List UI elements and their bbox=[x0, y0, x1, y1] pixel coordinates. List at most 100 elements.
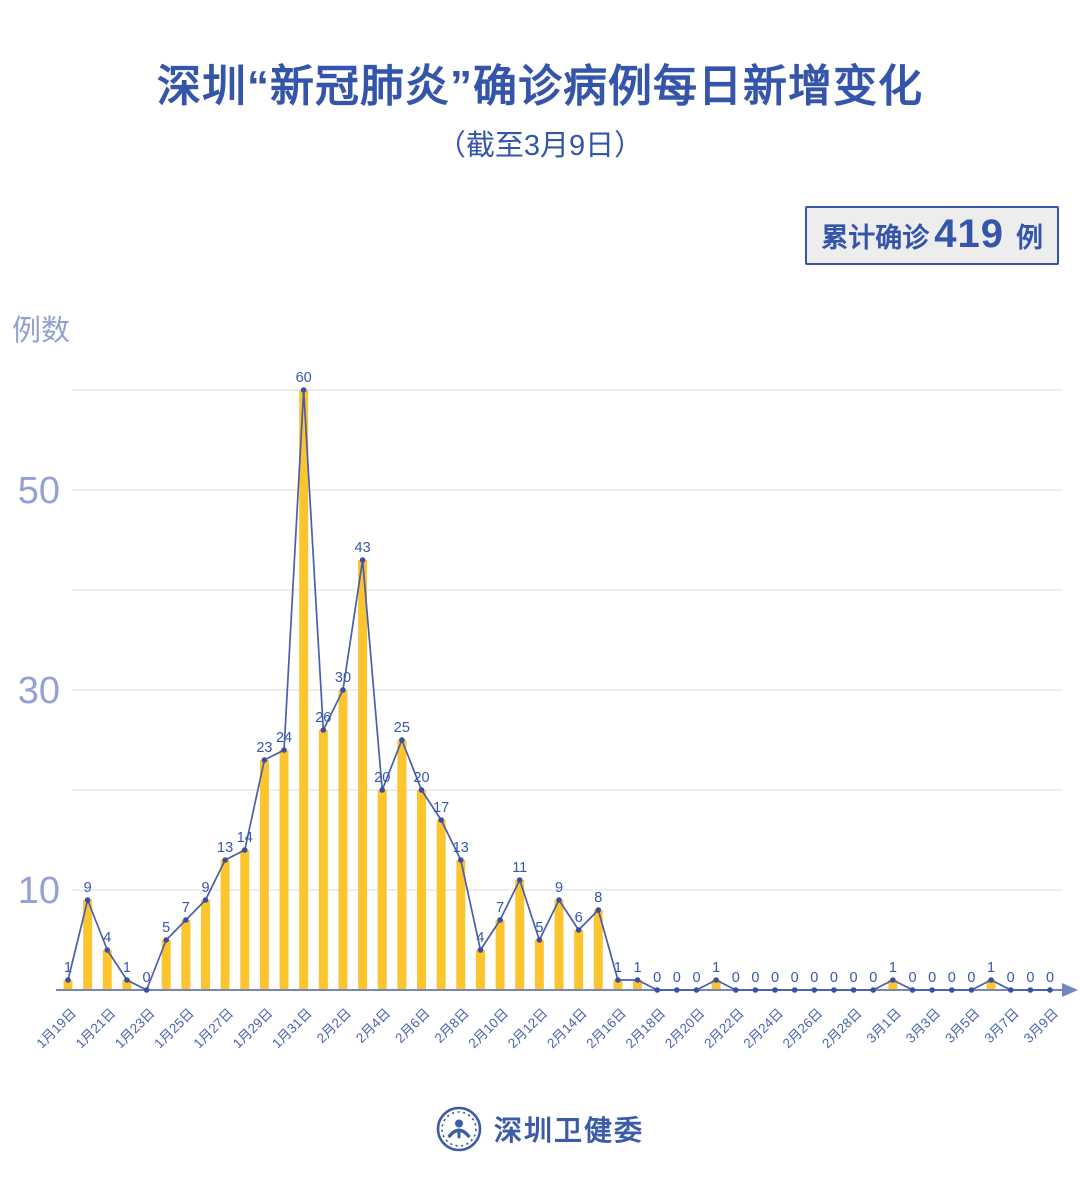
value-label: 0 bbox=[673, 970, 681, 986]
value-label: 9 bbox=[201, 880, 209, 896]
value-label: 0 bbox=[692, 970, 700, 986]
value-label: 0 bbox=[830, 970, 838, 986]
x-tick-label: 2月4日 bbox=[353, 1006, 393, 1046]
x-tick-label: 2月22日 bbox=[701, 1006, 747, 1052]
bar bbox=[318, 730, 328, 990]
bar bbox=[122, 980, 132, 990]
value-label: 0 bbox=[1007, 970, 1015, 986]
bar bbox=[240, 850, 250, 990]
value-label: 0 bbox=[751, 970, 759, 986]
bar bbox=[161, 940, 171, 990]
x-tick-label: 3月1日 bbox=[864, 1006, 904, 1046]
bar bbox=[358, 560, 368, 990]
data-point bbox=[595, 907, 602, 913]
data-point bbox=[399, 737, 405, 743]
data-point bbox=[418, 787, 425, 793]
value-label: 4 bbox=[103, 930, 111, 946]
data-point bbox=[1047, 987, 1053, 993]
data-point bbox=[556, 897, 562, 903]
value-label: 11 bbox=[512, 860, 527, 876]
data-point bbox=[988, 977, 994, 983]
x-tick-label: 1月23日 bbox=[112, 1006, 158, 1052]
x-axis-arrow bbox=[1062, 983, 1078, 997]
x-tick-label: 1月29日 bbox=[230, 1006, 276, 1052]
x-tick-label: 2月16日 bbox=[583, 1006, 629, 1052]
data-point bbox=[850, 987, 857, 993]
value-label: 0 bbox=[791, 970, 799, 986]
badge-unit: 例 bbox=[1016, 223, 1043, 253]
value-label: 24 bbox=[276, 730, 292, 746]
x-tick-label: 1月31日 bbox=[269, 1006, 315, 1052]
value-label: 5 bbox=[162, 920, 170, 936]
data-point bbox=[438, 817, 444, 823]
data-point bbox=[359, 557, 366, 563]
data-point bbox=[693, 987, 700, 993]
bar bbox=[299, 390, 309, 990]
value-label: 0 bbox=[1046, 970, 1054, 986]
x-tick-label: 2月18日 bbox=[623, 1006, 669, 1052]
data-point bbox=[968, 987, 975, 993]
badge-count: 419 bbox=[934, 212, 1004, 256]
value-label: 0 bbox=[967, 970, 975, 986]
bar bbox=[436, 820, 446, 990]
data-point bbox=[300, 387, 307, 393]
value-label: 1 bbox=[987, 960, 995, 976]
x-tick-label: 3月7日 bbox=[982, 1006, 1022, 1046]
page-subtitle: （截至3月9日） bbox=[436, 130, 644, 162]
value-label: 0 bbox=[771, 970, 779, 986]
data-point bbox=[713, 977, 719, 983]
data-point bbox=[281, 747, 287, 753]
x-tick-label: 2月14日 bbox=[544, 1006, 590, 1052]
data-point bbox=[65, 977, 71, 983]
x-tick-label: 1月21日 bbox=[73, 1006, 119, 1052]
data-point bbox=[890, 977, 896, 983]
value-label: 9 bbox=[84, 880, 92, 896]
bar bbox=[377, 790, 387, 990]
data-point bbox=[929, 987, 935, 993]
x-tick-label: 3月5日 bbox=[942, 1006, 982, 1046]
y-axis-title: 例数 bbox=[12, 314, 70, 347]
bar bbox=[83, 900, 93, 990]
bar bbox=[515, 880, 525, 990]
bar bbox=[417, 790, 427, 990]
x-axis-labels: 1月19日1月21日1月23日1月25日1月27日1月29日1月31日2月2日2… bbox=[33, 1006, 1061, 1052]
footer: 深圳卫健委 bbox=[0, 1106, 1080, 1152]
data-point bbox=[84, 897, 91, 903]
value-label: 13 bbox=[217, 840, 233, 856]
bar bbox=[633, 980, 643, 990]
value-label: 1 bbox=[634, 960, 642, 976]
y-tick-label: 50 bbox=[18, 470, 60, 512]
bar bbox=[593, 910, 603, 990]
value-label: 1 bbox=[889, 960, 897, 976]
value-label: 0 bbox=[810, 970, 818, 986]
value-label: 1 bbox=[614, 960, 622, 976]
data-point bbox=[497, 917, 503, 923]
x-tick-label: 2月28日 bbox=[819, 1006, 865, 1052]
data-point bbox=[575, 927, 582, 933]
data-point bbox=[458, 857, 464, 863]
y-axis-ticks: 10 30 50 bbox=[18, 470, 60, 912]
value-label: 43 bbox=[355, 540, 371, 556]
bar bbox=[456, 860, 466, 990]
bar-series bbox=[63, 390, 996, 990]
data-point bbox=[202, 897, 209, 903]
bar bbox=[259, 760, 269, 990]
value-label: 23 bbox=[256, 740, 272, 756]
bar bbox=[888, 980, 898, 990]
data-point bbox=[732, 987, 739, 993]
x-axis bbox=[56, 983, 1078, 997]
bar bbox=[986, 980, 996, 990]
value-label: 60 bbox=[296, 370, 312, 386]
data-point bbox=[870, 987, 877, 993]
bar bbox=[102, 950, 112, 990]
x-tick-label: 2月24日 bbox=[741, 1006, 787, 1052]
bar bbox=[63, 980, 73, 990]
data-point bbox=[379, 787, 386, 793]
value-label: 26 bbox=[315, 710, 331, 726]
x-tick-label: 2月26日 bbox=[780, 1006, 826, 1052]
data-point bbox=[143, 987, 150, 993]
data-point bbox=[104, 947, 111, 953]
data-point bbox=[811, 987, 818, 993]
